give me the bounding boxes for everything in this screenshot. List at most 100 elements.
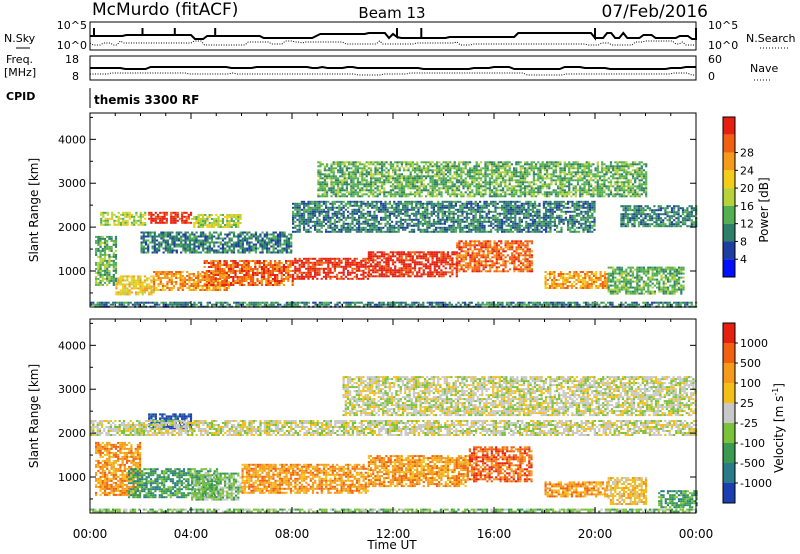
heatmap-cell [283, 241, 286, 244]
heatmap-cell [424, 212, 427, 215]
heatmap-cell [358, 214, 361, 217]
heatmap-cell [148, 217, 151, 220]
heatmap-cell [562, 277, 565, 279]
heatmap-cell [103, 243, 107, 246]
heatmap-cell [458, 244, 461, 247]
heatmap-cell [210, 289, 213, 291]
heatmap-cell [397, 212, 400, 215]
heatmap-cell [289, 264, 292, 266]
heatmap-cell [212, 266, 215, 268]
heatmap-cell [601, 281, 604, 283]
heatmap-cell [204, 214, 207, 216]
heatmap-cell [599, 283, 602, 285]
heatmap-cell [440, 253, 443, 256]
heatmap-cell [514, 218, 517, 221]
heatmap-cell [467, 242, 470, 245]
heatmap-cell [227, 276, 230, 278]
heatmap-cell [612, 272, 615, 275]
heatmap-cell [355, 230, 358, 233]
heatmap-cell [153, 243, 156, 246]
heatmap-cell [662, 290, 665, 293]
heatmap-cell [391, 275, 395, 278]
heatmap-cell [448, 208, 451, 211]
heatmap-cell [669, 278, 672, 281]
heatmap-cell [497, 256, 501, 259]
heatmap-cell [586, 216, 589, 219]
heatmap-cell [364, 228, 367, 231]
heatmap-cell [546, 287, 549, 289]
heatmap-cell [507, 218, 510, 221]
heatmap-cell [130, 281, 133, 284]
heatmap-cell [542, 202, 545, 205]
heatmap-cell [197, 218, 200, 220]
heatmap-cell [671, 288, 674, 291]
heatmap-cell [411, 261, 414, 264]
heatmap-cell [421, 230, 424, 233]
heatmap-cell [182, 235, 185, 238]
heatmap-cell [139, 223, 142, 226]
heatmap-cell [202, 249, 205, 252]
heatmap-cell [305, 218, 308, 221]
heatmap-cell [393, 208, 396, 211]
heatmap-cell [203, 278, 206, 280]
heatmap-cell [437, 212, 440, 215]
heatmap-cell [449, 257, 452, 260]
heatmap-cell [199, 243, 203, 246]
heatmap-cell [217, 235, 220, 238]
heatmap-cell [479, 224, 482, 227]
heatmap-cell [667, 290, 670, 293]
heatmap-cell [320, 277, 323, 280]
heatmap-cell [150, 287, 153, 290]
heatmap-cell [153, 271, 156, 273]
heatmap-cell [203, 289, 206, 291]
heatmap-cell [496, 228, 499, 231]
heatmap-cell [305, 220, 308, 223]
heatmap-cell [467, 252, 470, 255]
heatmap-cell [170, 215, 173, 218]
heatmap-cell [155, 289, 158, 291]
heatmap-cell [351, 228, 354, 231]
heatmap-cell [496, 216, 499, 219]
heatmap-cell [314, 273, 317, 276]
heatmap-cell [387, 267, 390, 270]
heatmap-cell [369, 224, 372, 227]
heatmap-cell [245, 260, 248, 262]
heatmap-cell [329, 267, 332, 270]
heatmap-cell [512, 216, 515, 219]
heatmap-cell [586, 206, 589, 209]
heatmap-cell [464, 262, 468, 265]
heatmap-cell [515, 256, 518, 259]
heatmap-cell [110, 239, 113, 242]
heatmap-cell [452, 216, 455, 219]
heatmap-cell [230, 268, 233, 270]
heatmap-cell [106, 211, 109, 214]
heatmap-cell [450, 220, 453, 223]
heatmap-cell [545, 222, 548, 225]
heatmap-cell [462, 254, 465, 257]
heatmap-cell [518, 208, 521, 211]
heatmap-cell [465, 214, 468, 217]
heatmap-cell [671, 292, 674, 295]
heatmap-cell [225, 266, 228, 268]
heatmap-cell [442, 273, 445, 276]
heatmap-cell [573, 220, 576, 223]
heatmap-cell [210, 264, 213, 266]
heatmap-cell [396, 259, 399, 262]
heatmap-cell [529, 222, 532, 225]
heatmap-cell [399, 224, 402, 227]
heatmap-cell [415, 214, 418, 217]
heatmap-cell [464, 264, 468, 267]
heatmap-cell [545, 202, 548, 205]
heatmap-cell [318, 200, 321, 203]
heatmap-cell [364, 216, 367, 219]
heatmap-cell [573, 206, 576, 209]
heatmap-cell [384, 222, 387, 225]
heatmap-cell [491, 266, 494, 269]
heatmap-cell [562, 210, 565, 213]
heatmap-cell [366, 228, 369, 231]
heatmap-cell [296, 230, 299, 233]
heatmap-cell [469, 246, 472, 249]
heatmap-cell [493, 244, 496, 247]
heatmap-cell [388, 228, 391, 231]
heatmap-cell [186, 279, 189, 281]
